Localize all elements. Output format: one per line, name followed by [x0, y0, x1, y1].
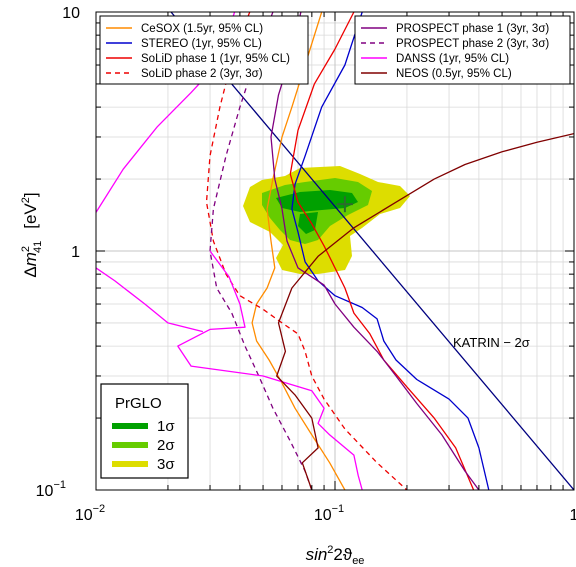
prglo-label-2sigma: 2σ [157, 437, 175, 454]
y-axis-label: Δm241[eV2] [20, 192, 44, 277]
series-line-neos-0-5yr-95-cl [276, 132, 574, 490]
prglo-legend: PrGLO 1σ 2σ 3σ [100, 383, 189, 479]
prglo-regions [243, 166, 410, 274]
prglo-legend-title: PrGLO [115, 395, 162, 412]
prglo-label-3sigma: 3σ [157, 456, 175, 473]
series-line-stereo-1yr-95-cl [291, 12, 490, 490]
x-axis-label: sin22ϑee [306, 544, 365, 567]
legend-left: CeSOX (1.5yr, 95% CL) STEREO (1yr, 95% CL… [99, 15, 309, 85]
series-line-prospect-phase-2-3yr-3 [209, 12, 313, 490]
legend-label-danss-1yr-95-cl: DANSS (1yr, 95% CL) [396, 53, 509, 65]
legend-label-cesox-1-5yr-95-cl: CeSOX (1.5yr, 95% CL) [141, 23, 263, 35]
legend-box [354, 15, 571, 85]
legend-right: PROSPECT phase 1 (3yr, 3σ) PROSPECT phase… [354, 15, 571, 85]
series-line-prospect-phase-1-3yr-3 [270, 12, 480, 490]
katrin-label: KATRIN − 2σ [453, 335, 530, 350]
prglo-label-1sigma: 1σ [157, 418, 175, 435]
katrin-line [170, 12, 574, 490]
series-line-solid-phase-1-1yr-95-cl [289, 12, 475, 490]
x-tick-label: 1 [570, 507, 576, 524]
legend-box [99, 15, 309, 85]
legend-label-neos-0-5yr-95-cl: NEOS (0.5yr, 95% CL) [396, 68, 512, 80]
y-tick-label: 1 [71, 244, 80, 261]
series-line-cesox-1-5yr-95-cl [251, 12, 346, 490]
legend-label-solid-phase-2-3yr-3: SoLiD phase 2 (3yr, 3σ) [141, 68, 263, 80]
legend-label-stereo-1yr-95-cl: STEREO (1yr, 95% CL) [141, 38, 262, 50]
legend-label-solid-phase-1-1yr-95-cl: SoLiD phase 1 (1yr, 95% CL) [141, 53, 290, 65]
legend-label-prospect-phase-1-3yr-3: PROSPECT phase 1 (3yr, 3σ) [396, 23, 549, 35]
legend-label-prospect-phase-2-3yr-3: PROSPECT phase 2 (3yr, 3σ) [396, 38, 549, 50]
prglo-1sigma-region-lobe [298, 212, 318, 234]
y-tick-label: 10 [62, 5, 80, 22]
